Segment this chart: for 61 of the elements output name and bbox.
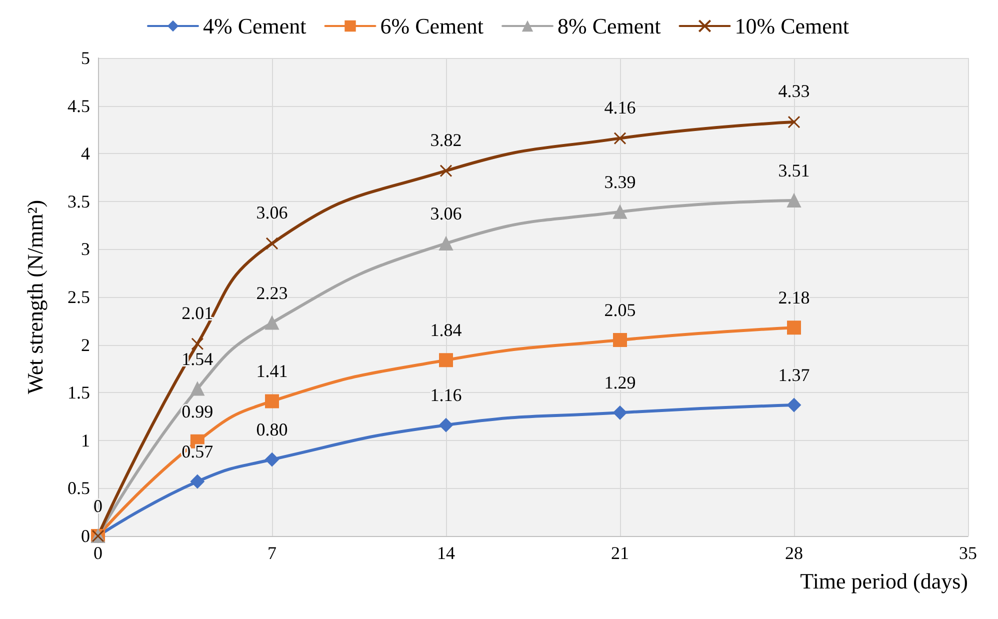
legend-label: 6% Cement (380, 14, 484, 38)
y-tick-label: 5 (81, 48, 90, 68)
legend-label: 4% Cement (202, 14, 306, 38)
point (787, 398, 801, 412)
data-label: 0.80 (256, 420, 288, 440)
data-label: 2.18 (778, 288, 810, 308)
y-tick-label: 4 (81, 144, 90, 164)
y-tick-label: 1.5 (68, 382, 90, 403)
data-label: 3.06 (256, 202, 288, 222)
y-axis-title: Wet strength (N/mm²) (22, 200, 48, 394)
data-label: 1.29 (604, 372, 636, 393)
y-tick-label: 0 (81, 526, 90, 546)
x-tick-label: 21 (611, 543, 629, 563)
data-label: 1.41 (256, 361, 288, 382)
data-label: 0 (94, 496, 102, 516)
x-tick-label: 0 (94, 543, 102, 563)
x-tick-label: 7 (268, 543, 276, 563)
point (788, 116, 800, 128)
y-tick-label: 2 (81, 334, 90, 355)
data-label: 2.01 (182, 302, 214, 323)
data-label: 3.06 (430, 203, 462, 224)
point (613, 204, 627, 219)
point (191, 338, 204, 350)
point (787, 320, 801, 335)
y-tick-label: 4.5 (68, 96, 90, 116)
legend-label: 8% Cement (558, 14, 661, 38)
x-tick-label: 28 (785, 543, 803, 563)
y-tick-label: 3.5 (68, 191, 90, 212)
data-label: 0.99 (182, 401, 214, 422)
data-label: 2.05 (604, 300, 636, 320)
x-axis-title: Time period (days) (800, 568, 968, 594)
point (440, 164, 452, 178)
point (190, 382, 204, 396)
legend-label: 10% Cement (734, 14, 850, 38)
point (787, 193, 801, 208)
x-tick-label: 35 (959, 543, 977, 563)
data-label: 2.23 (256, 282, 288, 303)
data-label: 1.16 (430, 385, 462, 406)
data-label: 1.84 (430, 320, 462, 340)
point (439, 418, 453, 432)
point (614, 132, 626, 145)
point (190, 474, 204, 489)
data-label: 4.33 (778, 81, 810, 102)
y-tick-label: 1 (81, 430, 90, 450)
point (265, 316, 279, 330)
point (439, 353, 453, 368)
point (266, 237, 278, 250)
point (265, 452, 279, 467)
point (613, 406, 627, 420)
data-label: 1.37 (778, 365, 810, 386)
x-tick-label: 14 (437, 543, 455, 563)
y-tick-label: 0.5 (68, 478, 90, 498)
point (265, 394, 279, 408)
point (439, 236, 453, 250)
data-label: 3.39 (604, 172, 636, 192)
data-label: 4.16 (604, 97, 636, 118)
data-label: 3.51 (778, 160, 810, 180)
y-tick-label: 2.5 (68, 287, 90, 307)
y-tick-label: 3 (81, 239, 90, 260)
data-label: 3.82 (430, 130, 462, 150)
point (613, 333, 627, 348)
